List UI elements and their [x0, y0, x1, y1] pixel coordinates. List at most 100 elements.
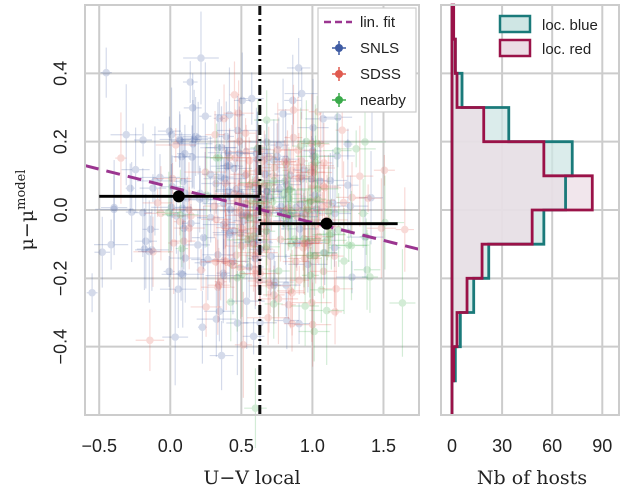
- scatter-panel: −0.5 0.0 0.5 1.0 1.5 0.4 0.2 0.0 −0.2 −0.4 lin. …: [14, 4, 420, 489]
- y-axis-mu: μ−μ: [16, 210, 38, 251]
- data-point-nearby: [322, 103, 352, 199]
- data-point-sdss: [135, 309, 165, 372]
- data-point-sdss: [304, 159, 320, 242]
- data-point-sdss: [287, 204, 322, 283]
- data-point-snls: [202, 203, 234, 307]
- data-point-snls: [328, 228, 341, 267]
- data-point-sdss: [274, 177, 297, 245]
- data-point-snls: [319, 123, 355, 189]
- histogram-x-ticks: 0 30 60 90: [447, 436, 612, 456]
- data-point-snls: [332, 175, 369, 237]
- hist-fill-red: [452, 5, 593, 415]
- data-point-sdss: [281, 290, 296, 320]
- data-point-nearby: [264, 269, 283, 339]
- data-point-nearby: [239, 164, 261, 272]
- data-point-sdss: [247, 290, 290, 345]
- data-point-sdss: [292, 263, 332, 342]
- data-point-snls: [212, 182, 247, 283]
- data-point-snls: [289, 147, 314, 211]
- data-point-snls: [197, 192, 225, 243]
- linear-fit-line: [84, 164, 420, 251]
- data-point-sdss: [219, 84, 229, 153]
- data-point-nearby: [308, 216, 321, 297]
- data-point-sdss: [227, 206, 246, 305]
- data-point-snls: [216, 140, 253, 197]
- x-tick-label: 0.5: [229, 436, 254, 456]
- data-point-sdss: [196, 249, 206, 291]
- data-point-snls: [259, 134, 272, 215]
- data-point-snls: [312, 220, 338, 286]
- series-sdss: [115, 61, 414, 398]
- data-point-sdss: [219, 195, 259, 227]
- data-point-snls: [159, 111, 200, 168]
- data-point-snls: [214, 67, 245, 163]
- data-point-sdss: [245, 211, 265, 301]
- data-point-snls: [134, 208, 169, 291]
- data-point-snls: [226, 270, 249, 376]
- data-point-snls: [268, 117, 290, 173]
- histogram-panel: 0 30 60 90 loc. blue loc. red Nb of hosts: [440, 3, 620, 489]
- data-point-nearby: [298, 301, 330, 362]
- legend-red-patch: [498, 38, 532, 58]
- data-point-sdss: [322, 154, 335, 253]
- data-point-sdss: [259, 126, 278, 188]
- data-point-sdss: [236, 137, 263, 185]
- hist-x-tick-label: 30: [492, 436, 512, 456]
- data-point-snls: [280, 210, 319, 247]
- data-point-snls: [101, 160, 128, 256]
- data-point-snls: [95, 175, 133, 244]
- data-point-snls: [295, 163, 306, 245]
- data-point-nearby: [175, 229, 189, 268]
- data-point-sdss: [354, 184, 382, 213]
- data-point-sdss: [262, 142, 287, 193]
- data-point-nearby: [253, 90, 280, 150]
- data-point-sdss: [277, 253, 304, 329]
- scatter-grid: [85, 5, 419, 415]
- data-point-snls: [272, 149, 308, 201]
- data-point-snls: [251, 217, 291, 296]
- data-point-snls: [286, 37, 311, 98]
- data-point-sdss: [315, 122, 333, 203]
- data-point-sdss: [168, 191, 180, 295]
- x-tick-label: 1.5: [371, 436, 396, 456]
- data-point-sdss: [252, 130, 277, 240]
- hist-step-red: [450, 3, 594, 415]
- data-point-snls: [251, 145, 283, 238]
- data-point-snls: [214, 151, 243, 231]
- data-point-snls: [266, 176, 292, 245]
- data-point-sdss: [235, 152, 265, 219]
- data-point-snls: [248, 120, 285, 164]
- data-point-snls: [318, 185, 352, 242]
- x-tick-label: −0.5: [81, 436, 117, 456]
- data-point-snls: [267, 249, 281, 322]
- binned-mean-point: [99, 190, 260, 203]
- legend-sdss-label: SDSS: [360, 66, 401, 83]
- data-point-snls: [242, 318, 265, 355]
- data-point-sdss: [346, 125, 374, 227]
- data-point-snls: [205, 238, 243, 313]
- data-point-sdss: [279, 96, 317, 204]
- data-point-snls: [263, 157, 296, 221]
- data-point-snls: [304, 192, 329, 225]
- data-point-sdss: [236, 202, 264, 270]
- hist-x-tick-label: 90: [592, 436, 612, 456]
- data-point-snls: [134, 193, 157, 289]
- y-tick-label: −0.2: [51, 261, 71, 297]
- data-point-sdss: [267, 135, 306, 193]
- data-point-sdss: [201, 239, 235, 335]
- data-point-sdss: [395, 187, 414, 272]
- data-point-sdss: [261, 232, 277, 333]
- data-point-sdss: [206, 212, 246, 311]
- data-point-snls: [183, 11, 219, 105]
- data-point-snls: [269, 164, 301, 198]
- data-point-sdss: [297, 130, 325, 214]
- data-point-snls: [216, 158, 256, 221]
- data-point-nearby: [264, 139, 274, 232]
- data-point-nearby: [336, 130, 376, 168]
- data-point-sdss: [237, 130, 275, 237]
- data-point-snls: [209, 320, 234, 391]
- histogram-x-axis-title: Nb of hosts: [477, 467, 587, 489]
- data-point-sdss: [221, 205, 263, 252]
- x-tick-label: 1.0: [300, 436, 325, 456]
